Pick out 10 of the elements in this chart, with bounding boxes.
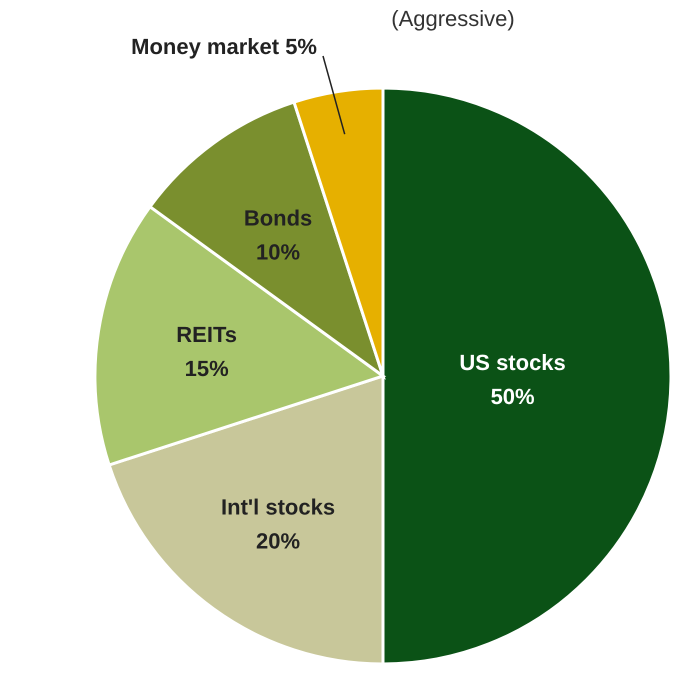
slice-label: REITs [176,322,237,348]
slice-label: Money market 5% [131,34,317,59]
slice-label: Int'l stocks [221,494,336,520]
slice-label: US stocks [459,350,566,375]
data-label: 20% [256,528,300,554]
chart-title: (Aggressive) [391,6,515,31]
data-label: 50% [490,384,535,409]
slice-label: Bonds [244,206,312,231]
data-label: 15% [184,356,229,382]
data-label: 10% [256,240,300,265]
